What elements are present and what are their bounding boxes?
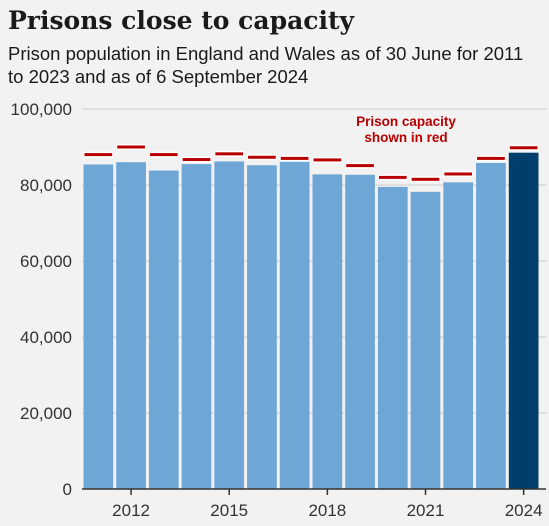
chart-title: Prisons close to capacity	[8, 6, 355, 35]
y-tick-label: 0	[63, 480, 72, 499]
capacity-marker	[280, 156, 309, 160]
population-bar	[148, 170, 179, 489]
annotation-line-1: Prison capacity	[356, 114, 456, 129]
capacity-marker	[477, 156, 505, 160]
population-bar	[443, 182, 474, 489]
capacity-marker	[346, 164, 374, 168]
chart-subtitle: Prison population in England and Wales a…	[8, 43, 524, 87]
capacity-marker	[248, 155, 276, 159]
population-bar	[345, 174, 375, 490]
capacity-marker	[117, 145, 145, 149]
x-tick-label: 2012	[112, 501, 150, 520]
capacity-markers	[83, 144, 539, 183]
population-bar	[214, 161, 245, 489]
capacity-marker	[313, 158, 342, 162]
population-bar	[508, 152, 539, 489]
capacity-marker	[182, 158, 211, 162]
x-tick-label: 2015	[210, 501, 248, 520]
x-tick-label: 2021	[407, 501, 445, 520]
capacity-marker	[378, 175, 407, 179]
x-tick-label: 2018	[308, 501, 346, 520]
annotation-line-2: shown in red	[364, 130, 447, 145]
population-bar	[247, 165, 277, 490]
y-tick-label: 40,000	[20, 328, 72, 347]
population-bar	[83, 164, 114, 490]
y-tick-label: 80,000	[20, 176, 72, 195]
population-bar	[377, 186, 408, 489]
capacity-marker	[411, 177, 440, 181]
population-bar	[279, 161, 310, 489]
axes: 0 20,000 40,000 60,000 80,000 100,000 2012 2015…	[11, 100, 546, 520]
population-bar	[116, 162, 146, 489]
population-bar	[410, 191, 441, 489]
y-tick-label: 20,000	[20, 404, 72, 423]
population-bar	[181, 164, 212, 489]
capacity-marker	[215, 152, 244, 156]
capacity-marker	[149, 153, 178, 157]
y-tick-label: 60,000	[20, 252, 72, 271]
capacity-marker	[444, 172, 473, 176]
population-bar	[476, 162, 506, 489]
capacity-marker	[509, 146, 538, 150]
population-bar	[312, 174, 343, 490]
population-bars	[83, 152, 539, 490]
y-tick-label: 100,000	[11, 100, 72, 119]
x-tick-label: 2024	[505, 501, 543, 520]
capacity-marker	[84, 153, 113, 157]
